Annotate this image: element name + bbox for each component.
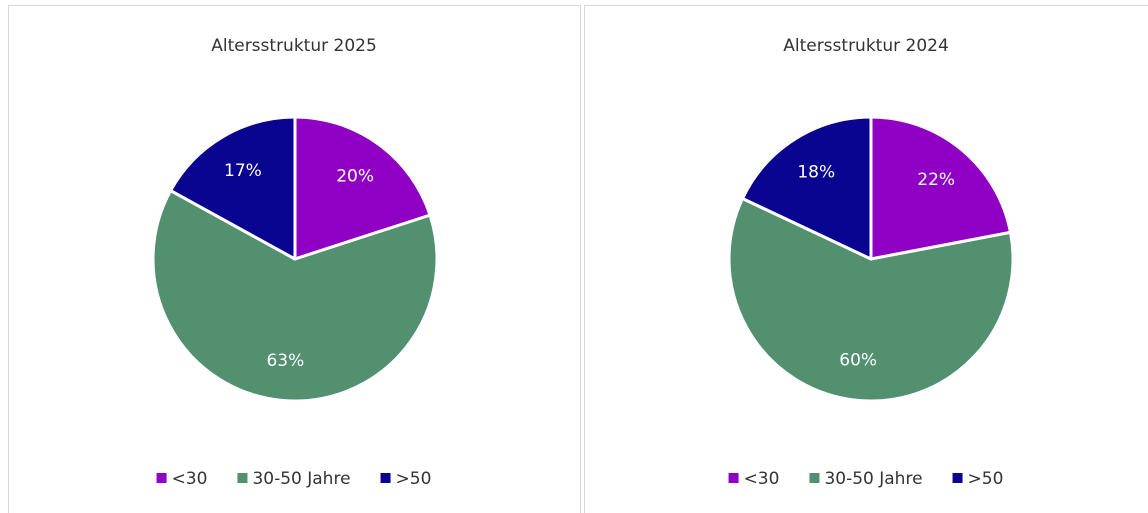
legend-swatch [156, 473, 167, 483]
pie-slice [741, 115, 873, 261]
data-label: 20% [336, 166, 374, 186]
data-label: 63% [266, 351, 304, 371]
legend-swatch [952, 473, 963, 483]
data-label: 18% [797, 163, 835, 183]
pie-slice [151, 189, 439, 403]
pie-slice [169, 115, 297, 261]
legend-label: >50 [396, 469, 432, 489]
pie-slice [727, 197, 1015, 403]
legend-label: <30 [172, 469, 208, 489]
legend-swatch [380, 473, 391, 483]
legend-swatch [237, 473, 248, 483]
data-label: 22% [917, 170, 955, 190]
chart-title: Altersstruktur 2024 [783, 36, 949, 56]
legend-swatch [809, 473, 820, 483]
pie-slice [293, 115, 432, 261]
legend-label: 30-50 Jahre [252, 469, 350, 489]
pie-slice [869, 115, 1012, 261]
legend-swatch [728, 473, 739, 483]
legend-label: >50 [968, 469, 1004, 489]
data-label: 17% [224, 161, 262, 181]
chart-title: Altersstruktur 2025 [211, 36, 377, 56]
data-label: 60% [839, 350, 877, 370]
legend-label: <30 [744, 469, 780, 489]
legend-label: 30-50 Jahre [824, 469, 922, 489]
